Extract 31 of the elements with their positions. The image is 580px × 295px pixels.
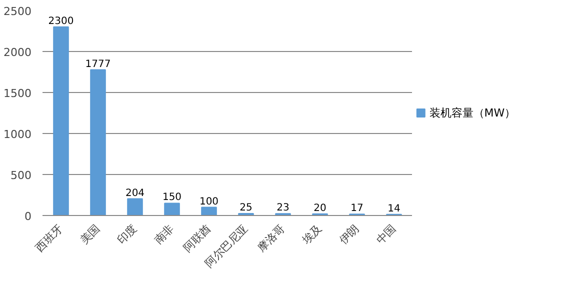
x-tick-label: 西班牙	[33, 222, 66, 254]
y-tick-label: 1000	[4, 128, 32, 141]
data-label: 20	[314, 202, 326, 214]
x-tick-label: 印度	[114, 222, 140, 247]
y-tick-label: 2000	[4, 46, 32, 59]
x-tick-label: 阿联酋	[181, 222, 214, 254]
data-label: 100	[199, 196, 219, 208]
x-tick-label: 南非	[152, 222, 177, 247]
data-label: 1777	[85, 58, 111, 70]
bar	[164, 202, 180, 216]
x-tick-label: 美国	[78, 222, 103, 247]
x-tick-label: 中国	[374, 222, 399, 247]
data-label: 25	[240, 202, 252, 214]
bar	[53, 26, 69, 216]
y-tick-label: 1500	[4, 87, 32, 100]
data-label: 17	[350, 203, 364, 214]
y-tick-label: 0	[24, 210, 32, 223]
data-label: 23	[276, 202, 290, 214]
bar	[127, 198, 143, 216]
y-tick-label: 500	[10, 169, 32, 182]
bar	[90, 69, 106, 216]
bar	[201, 206, 217, 216]
data-label: 204	[125, 188, 145, 199]
y-tick-label: 2500	[4, 5, 32, 18]
legend-label: 装机容量（MW）	[429, 106, 516, 120]
x-tick-label: 埃及	[299, 222, 325, 248]
x-tick-label: 摩洛哥	[255, 222, 288, 254]
x-tick-label: 伊朗	[336, 222, 362, 247]
data-label: 14	[388, 203, 400, 214]
data-label: 150	[162, 192, 182, 204]
data-label: 2300	[48, 16, 74, 27]
